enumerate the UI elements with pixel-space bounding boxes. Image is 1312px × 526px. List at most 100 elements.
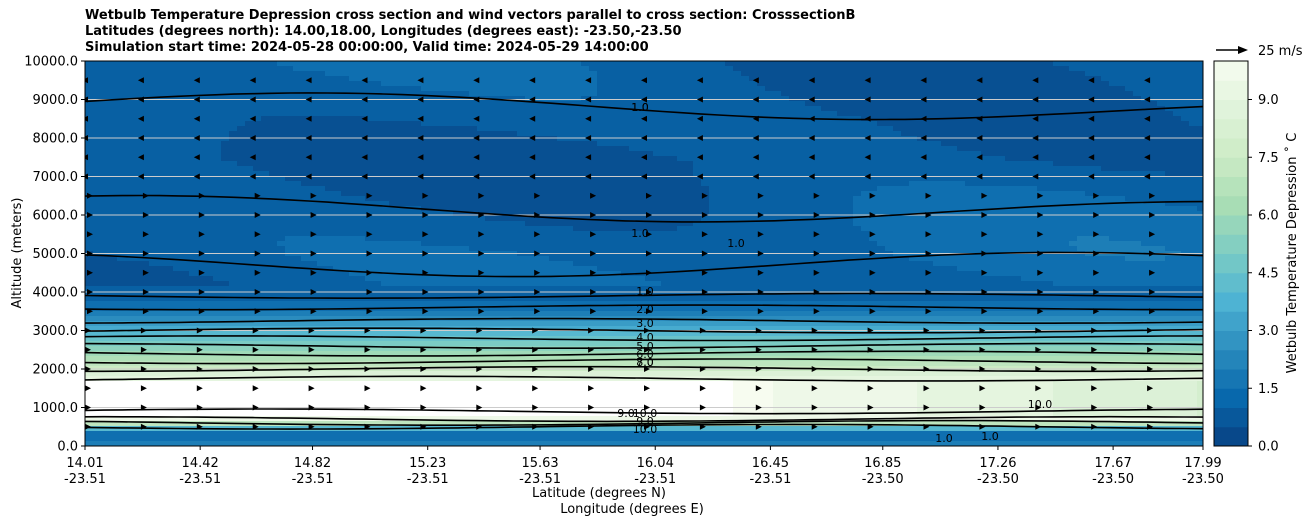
field-cell: [221, 321, 230, 327]
field-cell: [133, 406, 142, 412]
field-cell: [581, 331, 590, 337]
field-cell: [301, 176, 310, 182]
field-cell: [509, 376, 518, 382]
field-cell: [93, 301, 102, 307]
field-cell: [413, 161, 422, 167]
field-cell: [301, 391, 310, 397]
field-cell: [173, 266, 182, 272]
field-cell: [389, 436, 398, 442]
field-cell: [125, 91, 134, 97]
field-cell: [437, 336, 446, 342]
field-cell: [525, 411, 534, 417]
field-cell: [477, 291, 486, 297]
field-cell: [229, 271, 238, 277]
field-cell: [397, 396, 406, 402]
field-cell: [221, 401, 230, 407]
field-cell: [597, 66, 606, 72]
field-cell: [549, 76, 558, 82]
field-cell: [421, 201, 430, 207]
field-cell: [261, 401, 270, 407]
field-cell: [317, 136, 326, 142]
field-cell: [493, 291, 502, 297]
field-cell: [549, 381, 558, 387]
field-cell: [141, 326, 150, 332]
field-cell: [581, 396, 590, 402]
field-cell: [469, 111, 478, 117]
field-cell: [453, 86, 462, 92]
field-cell: [301, 196, 310, 202]
field-cell: [101, 416, 110, 422]
field-cell: [109, 401, 118, 407]
field-cell: [413, 176, 422, 182]
field-cell: [125, 211, 134, 217]
field-cell: [237, 331, 246, 337]
field-cell: [397, 261, 406, 267]
field-cell: [141, 431, 150, 437]
field-cell: [173, 156, 182, 162]
field-cell: [469, 101, 478, 107]
field-cell: [485, 441, 494, 446]
field-cell: [405, 156, 414, 162]
field-cell: [461, 151, 470, 157]
field-cell: [517, 266, 526, 272]
field-cell: [221, 66, 230, 72]
field-cell: [421, 221, 430, 227]
field-cell: [581, 406, 590, 412]
field-cell: [237, 256, 246, 262]
field-cell: [429, 236, 438, 242]
field-cell: [253, 291, 262, 297]
field-cell: [405, 356, 414, 362]
field-cell: [429, 191, 438, 197]
field-cell: [477, 191, 486, 197]
field-cell: [341, 211, 350, 217]
field-cell: [197, 241, 206, 247]
field-cell: [413, 221, 422, 227]
field-cell: [133, 226, 142, 232]
field-cell: [429, 76, 438, 82]
field-cell: [269, 146, 278, 152]
field-cell: [333, 431, 342, 437]
field-cell: [325, 336, 334, 342]
field-cell: [373, 346, 382, 352]
field-cell: [501, 421, 510, 427]
field-cell: [341, 106, 350, 112]
field-cell: [525, 241, 534, 247]
field-cell: [373, 356, 382, 362]
field-cell: [197, 196, 206, 202]
field-cell: [125, 121, 134, 127]
field-cell: [205, 111, 214, 117]
field-cell: [501, 426, 510, 432]
field-cell: [181, 131, 190, 137]
field-cell: [189, 191, 198, 197]
field-cell: [317, 171, 326, 177]
field-cell: [501, 161, 510, 167]
field-cell: [157, 221, 166, 227]
field-cell: [453, 206, 462, 212]
field-cell: [205, 61, 214, 67]
field-cell: [533, 301, 542, 307]
field-cell: [477, 151, 486, 157]
field-cell: [269, 391, 278, 397]
field-cell: [349, 216, 358, 222]
field-cell: [509, 196, 518, 202]
field-cell: [125, 161, 134, 167]
field-cell: [509, 86, 518, 92]
field-cell: [565, 166, 574, 172]
field-cell: [221, 211, 230, 217]
field-cell: [141, 116, 150, 122]
field-cell: [285, 256, 294, 262]
field-cell: [221, 126, 230, 132]
field-cell: [253, 296, 262, 302]
field-cell: [229, 401, 238, 407]
field-cell: [445, 341, 454, 347]
field-cell: [525, 426, 534, 432]
field-cell: [421, 196, 430, 202]
field-cell: [573, 341, 582, 347]
field-cell: [229, 226, 238, 232]
field-cell: [173, 231, 182, 237]
field-cell: [373, 161, 382, 167]
field-cell: [533, 356, 542, 362]
field-cell: [277, 346, 286, 352]
field-cell: [285, 206, 294, 212]
field-cell: [221, 181, 230, 187]
